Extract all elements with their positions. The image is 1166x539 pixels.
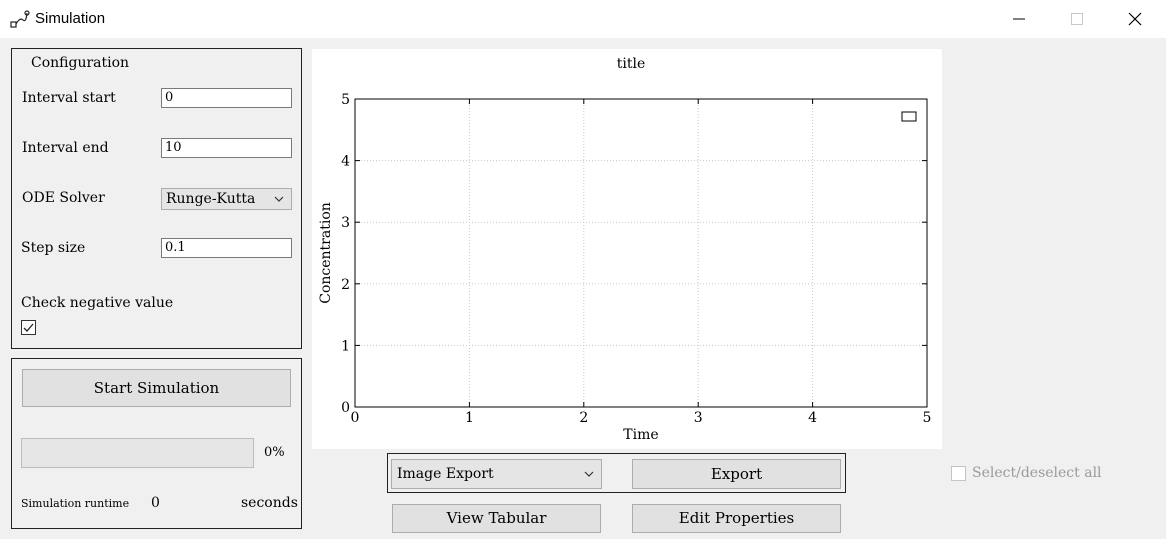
- ode-solver-value: Runge-Kutta: [166, 191, 256, 207]
- minimize-button[interactable]: [990, 0, 1048, 38]
- check-negative-label: Check negative value: [21, 295, 174, 311]
- progress-text: 0%: [264, 445, 285, 460]
- select-all-checkbox[interactable]: [951, 466, 966, 481]
- configuration-title: Configuration: [31, 55, 130, 71]
- x-tick-label: 5: [923, 410, 932, 426]
- x-tick-label: 4: [808, 410, 817, 426]
- interval-start-label: Interval start: [22, 90, 116, 106]
- export-format-value: Image Export: [397, 466, 494, 482]
- window-title: Simulation: [35, 10, 106, 27]
- y-tick-label: 1: [341, 338, 350, 354]
- chevron-down-icon: [274, 196, 284, 202]
- runtime-unit: seconds: [241, 495, 298, 511]
- y-tick-label: 2: [341, 277, 350, 293]
- close-icon: [1128, 12, 1142, 26]
- ode-solver-label: ODE Solver: [22, 190, 105, 206]
- ode-solver-select[interactable]: Runge-Kutta: [161, 188, 292, 210]
- maximize-icon: [1071, 13, 1083, 25]
- x-tick-label: 0: [351, 410, 360, 426]
- x-tick-label: 2: [579, 410, 588, 426]
- simulation-progress-bar: [21, 438, 254, 468]
- maximize-button[interactable]: [1048, 0, 1106, 38]
- start-simulation-button[interactable]: Start Simulation: [22, 369, 291, 407]
- step-size-label: Step size: [21, 240, 86, 256]
- minimize-icon: [1013, 18, 1025, 20]
- plot-frame: [354, 98, 928, 408]
- title-bar: Simulation: [0, 0, 1166, 38]
- app-icon: [10, 10, 30, 28]
- interval-start-input[interactable]: 0: [161, 88, 292, 108]
- x-tick-label: 3: [694, 410, 703, 426]
- concentration-chart: 0 1 2 3 4 5 0 1 2 3 4 5 title Time Concentration: [318, 56, 932, 443]
- runtime-label: Simulation runtime: [21, 497, 130, 510]
- export-button[interactable]: Export: [632, 459, 841, 489]
- chart-panel: 0 1 2 3 4 5 0 1 2 3 4 5 title Time Concentration: [312, 49, 942, 449]
- y-axis-label: Concentration: [318, 202, 334, 304]
- x-axis-label: Time: [623, 427, 658, 443]
- y-tick-label: 5: [341, 92, 350, 108]
- y-tick-label: 3: [341, 215, 350, 231]
- chevron-down-icon: [584, 471, 594, 477]
- edit-properties-button[interactable]: Edit Properties: [632, 504, 841, 533]
- view-tabular-button[interactable]: View Tabular: [392, 504, 601, 533]
- export-format-select[interactable]: Image Export: [391, 459, 602, 489]
- checkmark-icon: [23, 323, 34, 332]
- select-all-label: Select/deselect all: [972, 465, 1102, 481]
- close-button[interactable]: [1106, 0, 1164, 38]
- chart-title: title: [617, 56, 646, 72]
- check-negative-checkbox[interactable]: [21, 320, 36, 335]
- interval-end-label: Interval end: [22, 140, 109, 156]
- x-tick-label: 1: [465, 410, 474, 426]
- legend-box: [901, 111, 917, 122]
- y-tick-label: 0: [341, 400, 350, 416]
- export-group: [387, 453, 846, 493]
- interval-end-input[interactable]: 10: [161, 138, 292, 158]
- y-tick-label: 4: [341, 154, 350, 170]
- runtime-value: 0: [151, 495, 160, 511]
- step-size-input[interactable]: 0.1: [161, 238, 292, 258]
